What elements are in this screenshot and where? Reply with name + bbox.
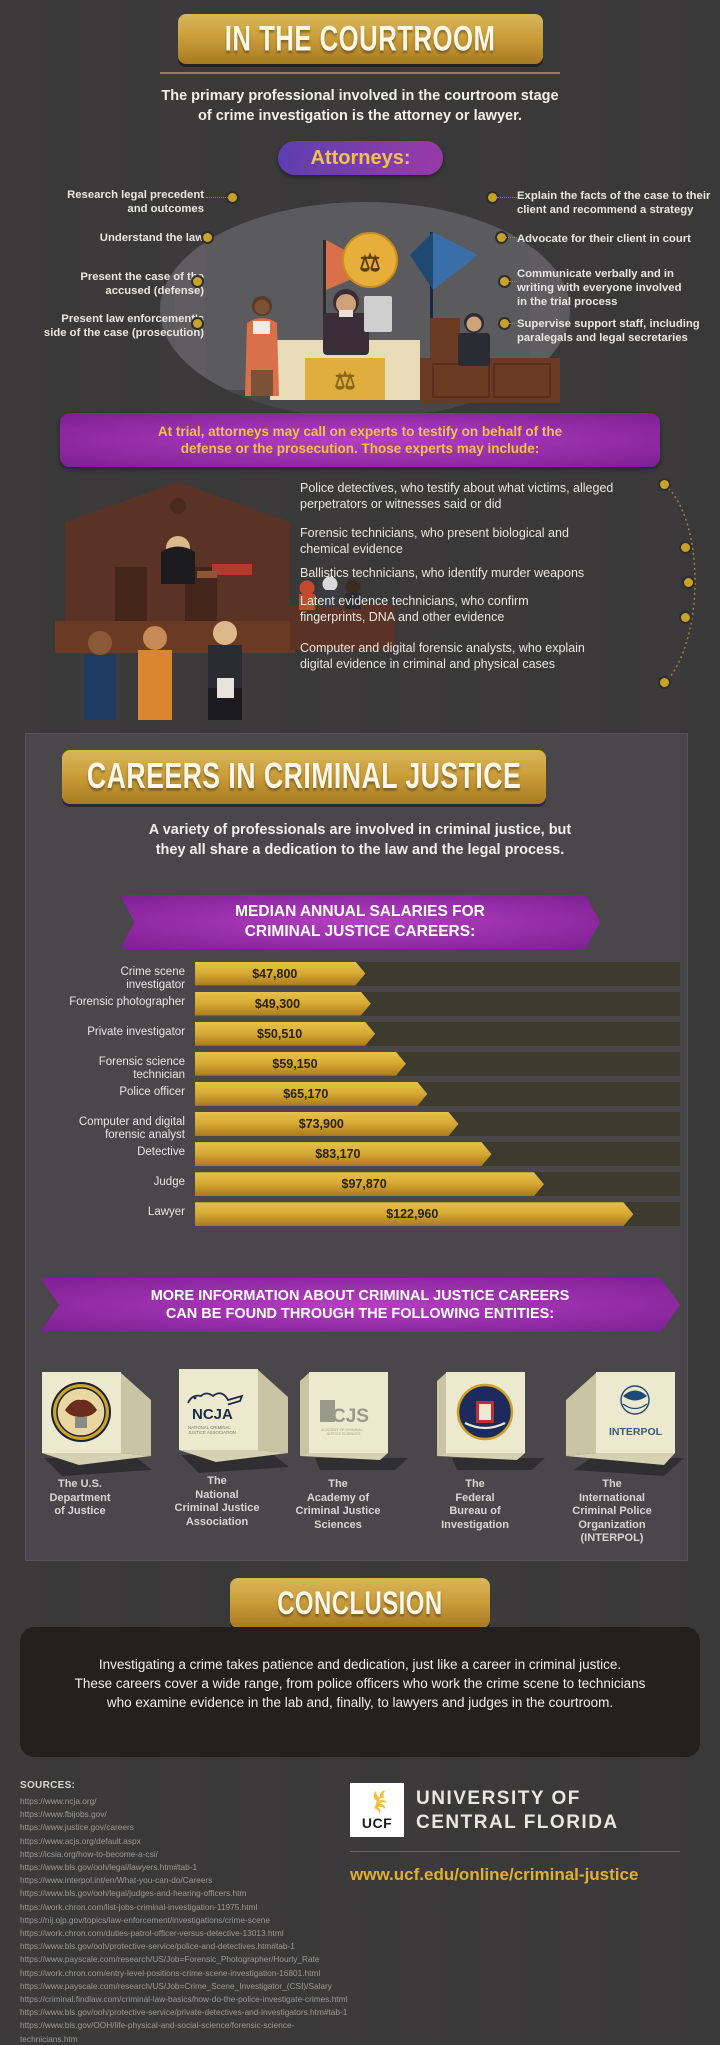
svg-text:JUSTICE SCIENCES: JUSTICE SCIENCES bbox=[326, 1432, 361, 1436]
svg-text:CJS: CJS bbox=[332, 1406, 369, 1427]
svg-text:JUSTICE ASSOCIATION: JUSTICE ASSOCIATION bbox=[188, 1430, 236, 1435]
svg-text:INTERPOL: INTERPOL bbox=[609, 1426, 663, 1438]
svg-text:NCJA: NCJA bbox=[192, 1406, 233, 1423]
